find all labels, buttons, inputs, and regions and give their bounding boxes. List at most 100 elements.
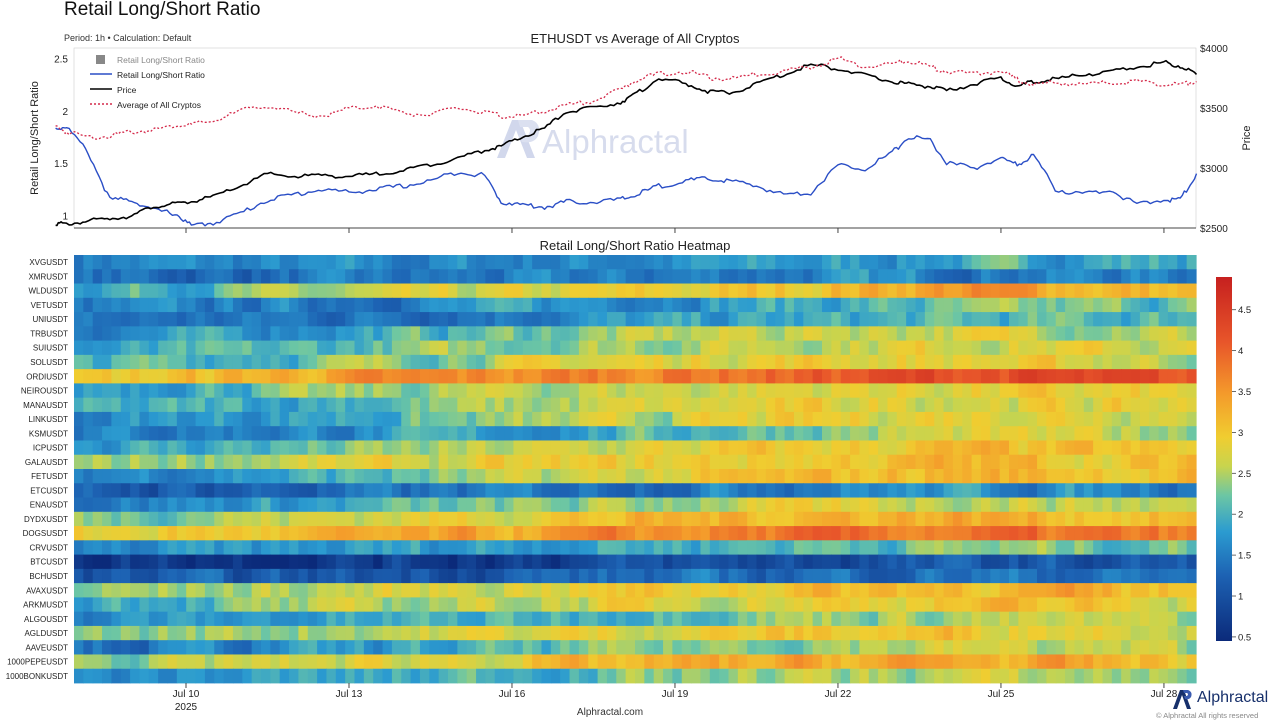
- heatmap-cell: [373, 640, 384, 655]
- heatmap-cell: [681, 597, 692, 613]
- heatmap-cell: [728, 554, 739, 570]
- heatmap-cell: [906, 297, 917, 313]
- heatmap-cell: [1083, 340, 1094, 356]
- heatmap-cell: [1130, 540, 1141, 555]
- heatmap-cell: [1102, 340, 1113, 356]
- heatmap-cell: [158, 597, 169, 613]
- heatmap-cell: [765, 583, 776, 598]
- heatmap-cell: [532, 426, 543, 441]
- heatmap-cell: [448, 369, 458, 384]
- heatmap-cell: [980, 440, 991, 456]
- heatmap-cell: [700, 526, 711, 541]
- heatmap-cell: [550, 625, 561, 641]
- heatmap-cell: [1083, 297, 1094, 313]
- heatmap-cell: [878, 511, 889, 527]
- heatmap-cell: [887, 668, 898, 684]
- heatmap-cell: [822, 354, 832, 370]
- heatmap-cell: [391, 568, 402, 584]
- heatmap-cell: [242, 383, 253, 399]
- heatmap-cell: [1167, 369, 1178, 384]
- heatmap-cell: [476, 597, 486, 613]
- heatmap-cell: [793, 568, 804, 584]
- heatmap-cell: [943, 554, 954, 570]
- heatmap-cell: [419, 611, 430, 627]
- heatmap-cell: [148, 411, 159, 427]
- heatmap-cell: [868, 583, 879, 598]
- heatmap-cell: [1111, 654, 1122, 670]
- heatmap-cell: [765, 454, 776, 470]
- heatmap-cell: [307, 611, 318, 627]
- heatmap-cell: [401, 583, 412, 598]
- heatmap-cell: [242, 411, 253, 427]
- heatmap-cell: [653, 568, 664, 584]
- heatmap-cell: [466, 640, 477, 655]
- heatmap-cell: [644, 554, 655, 570]
- heatmap-cell: [709, 511, 720, 527]
- heatmap-cell: [980, 611, 991, 627]
- heatmap-cell: [438, 369, 449, 384]
- heatmap-cell: [924, 354, 935, 370]
- heatmap-cell: [765, 369, 776, 384]
- heatmap-cell: [186, 283, 197, 299]
- heatmap-cell: [653, 483, 664, 498]
- heatmap-cell: [410, 369, 421, 384]
- heatmap-cell: [326, 554, 337, 570]
- heatmap-cell: [952, 354, 963, 370]
- heatmap-cell: [176, 568, 187, 584]
- heatmap-cell: [1093, 497, 1104, 513]
- heatmap-cell: [1158, 297, 1169, 313]
- heatmap-cell: [1037, 269, 1047, 284]
- heatmap-cell: [1037, 611, 1047, 627]
- heatmap-cell: [391, 255, 402, 270]
- heatmap-cell: [606, 369, 617, 384]
- heatmap-cell: [700, 497, 711, 513]
- heatmap-cell: [635, 469, 645, 484]
- heatmap-cell: [401, 312, 412, 327]
- heatmap-cell: [663, 440, 673, 456]
- heatmap-cell: [999, 511, 1010, 527]
- heatmap-cell: [1158, 283, 1169, 299]
- heatmap-cell: [158, 668, 169, 684]
- heatmap-cell: [999, 397, 1010, 413]
- heatmap-cell: [448, 440, 458, 456]
- heatmap-cell: [279, 640, 290, 655]
- heatmap-cell: [504, 540, 515, 555]
- heatmap-cell: [1055, 454, 1066, 470]
- heatmap-cell: [457, 597, 468, 613]
- heatmap-cell: [298, 583, 309, 598]
- heatmap-cell: [822, 640, 832, 655]
- heatmap-cell: [214, 426, 225, 441]
- heatmap-cell: [962, 497, 973, 513]
- heatmap-cell: [859, 454, 870, 470]
- heatmap-cell: [812, 440, 823, 456]
- heatmap-cell: [354, 583, 365, 598]
- heatmap-cell: [448, 397, 458, 413]
- heatmap-cell: [466, 326, 477, 341]
- heatmap-cell: [971, 526, 982, 541]
- heatmap-cell: [756, 668, 767, 684]
- heatmap-cell: [522, 611, 533, 627]
- footer-site-link[interactable]: Alphractal.com: [576, 707, 644, 718]
- heatmap-cell: [382, 526, 393, 541]
- heatmap-cell: [1083, 312, 1094, 327]
- heatmap-cell: [223, 511, 234, 527]
- heatmap-cell: [1083, 326, 1094, 341]
- heatmap-cell: [1139, 369, 1150, 384]
- heatmap-cell: [560, 454, 571, 470]
- heatmap-cell: [878, 668, 889, 684]
- heatmap-cell: [541, 354, 552, 370]
- heatmap-cell: [186, 440, 197, 456]
- heatmap-cell: [92, 668, 103, 684]
- heatmap-cell: [850, 255, 860, 270]
- heatmap-cell: [102, 583, 112, 598]
- heatmap-cell: [214, 411, 225, 427]
- heatmap-cell: [1009, 454, 1019, 470]
- heatmap-cell: [476, 383, 486, 399]
- heatmap-cell: [485, 383, 496, 399]
- heatmap-cell: [663, 340, 673, 356]
- heatmap-cell: [504, 625, 515, 641]
- heatmap-cell: [1065, 469, 1076, 484]
- heatmap-cell: [485, 326, 496, 341]
- heatmap-cell: [635, 568, 645, 584]
- heatmap-cell: [1018, 640, 1029, 655]
